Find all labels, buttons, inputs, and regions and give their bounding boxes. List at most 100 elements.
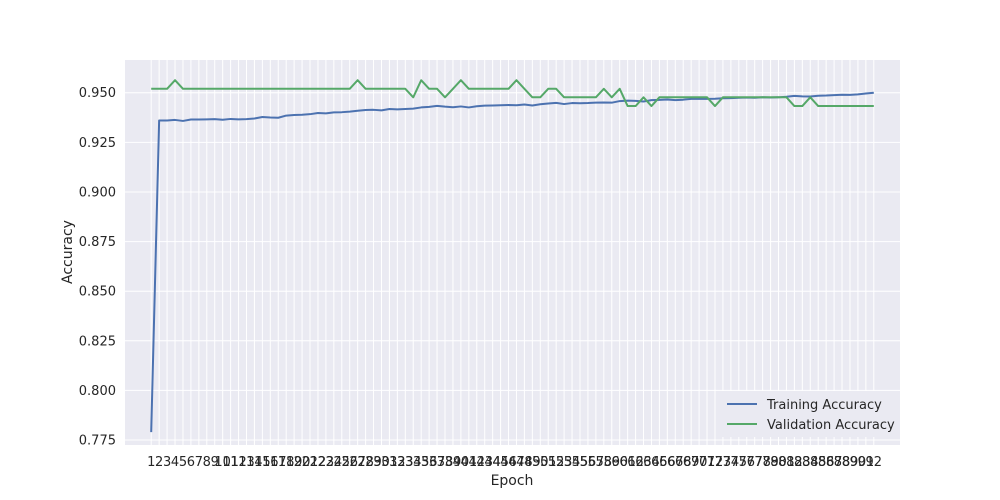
x-tick-label: 20 bbox=[294, 455, 311, 470]
x-tick-label: 60 bbox=[611, 455, 628, 470]
x-tick-label: 24 bbox=[326, 455, 343, 470]
x-tick-label: 57 bbox=[588, 455, 605, 470]
x-tick-label: 19 bbox=[286, 455, 303, 470]
x-tick-label: 9 bbox=[211, 455, 219, 470]
validation-accuracy-line bbox=[151, 79, 874, 108]
x-tick-label: 41 bbox=[461, 455, 478, 470]
x-axis-title: Epoch bbox=[491, 473, 534, 489]
x-tick-label: 81 bbox=[778, 455, 795, 470]
y-axis-title: Accuracy bbox=[60, 220, 76, 284]
x-tick-label: 62 bbox=[627, 455, 644, 470]
y-tick-label: 0.825 bbox=[79, 334, 116, 349]
y-tick-label: 0.800 bbox=[79, 384, 116, 399]
x-tick-label: 37 bbox=[429, 455, 446, 470]
x-tick-label: 69 bbox=[683, 455, 700, 470]
y-tick-label: 0.900 bbox=[79, 185, 116, 200]
x-tick-label: 40 bbox=[453, 455, 470, 470]
x-tick-label: 39 bbox=[445, 455, 462, 470]
x-tick-label: 51 bbox=[540, 455, 557, 470]
x-tick-label: 70 bbox=[691, 455, 708, 470]
x-tick-label: 52 bbox=[548, 455, 565, 470]
x-tick-label: 31 bbox=[381, 455, 398, 470]
x-tick-label: 10 bbox=[214, 455, 231, 470]
x-tick-label: 38 bbox=[437, 455, 454, 470]
x-tick-label: 87 bbox=[826, 455, 843, 470]
x-tick-label: 67 bbox=[667, 455, 684, 470]
x-tick-label: 45 bbox=[492, 455, 509, 470]
x-tick-label: 8 bbox=[203, 455, 211, 470]
x-tick-label: 15 bbox=[254, 455, 271, 470]
x-tick-label: 3 bbox=[163, 455, 171, 470]
x-tick-label: 22 bbox=[310, 455, 327, 470]
x-tick-label: 84 bbox=[802, 455, 819, 470]
x-tick-label: 23 bbox=[318, 455, 335, 470]
x-tick-label: 75 bbox=[731, 455, 748, 470]
x-tick-label: 33 bbox=[397, 455, 414, 470]
x-tick-label: 55 bbox=[572, 455, 589, 470]
x-tick-label: 54 bbox=[564, 455, 581, 470]
x-tick-label: 80 bbox=[770, 455, 787, 470]
x-tick-label: 63 bbox=[635, 455, 652, 470]
x-tick-label: 21 bbox=[302, 455, 319, 470]
x-tick-label: 78 bbox=[754, 455, 771, 470]
x-tick-label: 77 bbox=[746, 455, 763, 470]
x-tick-label: 71 bbox=[699, 455, 716, 470]
x-tick-label: 18 bbox=[278, 455, 295, 470]
x-tick-label: 53 bbox=[556, 455, 573, 470]
x-tick-label: 61 bbox=[619, 455, 636, 470]
x-tick-label: 44 bbox=[484, 455, 501, 470]
y-tick-label: 0.775 bbox=[79, 434, 116, 449]
x-tick-label: 43 bbox=[476, 455, 493, 470]
x-tick-label: 6 bbox=[187, 455, 195, 470]
x-tick-label: 32 bbox=[389, 455, 406, 470]
plot-background bbox=[125, 60, 900, 445]
x-tick-label: 89 bbox=[842, 455, 859, 470]
x-tick-label: 48 bbox=[516, 455, 533, 470]
x-tick-label: 27 bbox=[349, 455, 366, 470]
x-tick-label: 56 bbox=[580, 455, 597, 470]
x-tick-label: 90 bbox=[850, 455, 867, 470]
x-tick-label: 85 bbox=[810, 455, 827, 470]
x-tick-label: 66 bbox=[659, 455, 676, 470]
x-tick-label: 14 bbox=[246, 455, 263, 470]
series-lines bbox=[150, 79, 874, 433]
x-tick-label: 68 bbox=[675, 455, 692, 470]
x-tick-label: 28 bbox=[357, 455, 374, 470]
x-tick-label: 16 bbox=[262, 455, 279, 470]
x-tick-label: 29 bbox=[365, 455, 382, 470]
x-tick-label: 76 bbox=[738, 455, 755, 470]
x-tick-label: 86 bbox=[818, 455, 835, 470]
x-tick-label: 92 bbox=[866, 455, 883, 470]
x-tick-label: 4 bbox=[171, 455, 179, 470]
x-tick-label: 26 bbox=[341, 455, 358, 470]
x-tick-label: 49 bbox=[524, 455, 541, 470]
x-tick-label: 11 bbox=[222, 455, 239, 470]
x-tick-label: 5 bbox=[179, 455, 187, 470]
x-tick-label: 46 bbox=[500, 455, 517, 470]
x-tick-label: 88 bbox=[834, 455, 851, 470]
x-tick-label: 25 bbox=[334, 455, 351, 470]
x-tick-label: 50 bbox=[532, 455, 549, 470]
y-tick-label: 0.875 bbox=[79, 235, 116, 250]
x-tick-label: 12 bbox=[230, 455, 247, 470]
x-tick-label: 82 bbox=[786, 455, 803, 470]
x-tick-label: 72 bbox=[707, 455, 724, 470]
x-tick-label: 1 bbox=[147, 455, 155, 470]
x-tick-label: 59 bbox=[603, 455, 620, 470]
legend: Training Accuracy Validation Accuracy bbox=[718, 391, 895, 437]
legend-box bbox=[718, 391, 892, 437]
x-tick-label: 2 bbox=[155, 455, 163, 470]
x-tick-label: 58 bbox=[596, 455, 613, 470]
legend-label-validation: Validation Accuracy bbox=[767, 418, 895, 433]
tick-labels: 1 2 3 4 5 6 7 8 91011121314151617181920212223242… bbox=[79, 86, 882, 470]
y-tick-label: 0.850 bbox=[79, 285, 116, 300]
x-tick-label: 64 bbox=[643, 455, 660, 470]
x-tick-label: 47 bbox=[508, 455, 525, 470]
x-tick-label: 7 bbox=[195, 455, 203, 470]
x-tick-label: 34 bbox=[405, 455, 422, 470]
grid-lines bbox=[125, 60, 900, 445]
x-tick-label: 13 bbox=[238, 455, 255, 470]
x-tick-label: 36 bbox=[421, 455, 438, 470]
x-tick-label: 17 bbox=[270, 455, 287, 470]
